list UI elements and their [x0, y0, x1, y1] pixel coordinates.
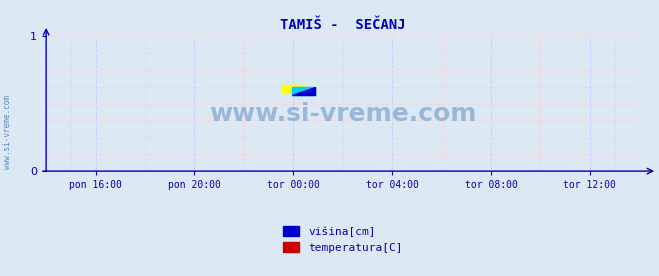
Text: www.si-vreme.com: www.si-vreme.com — [3, 95, 13, 169]
Polygon shape — [293, 87, 315, 95]
Title: TAMIŠ -  SEČANJ: TAMIŠ - SEČANJ — [280, 18, 405, 32]
Legend: višina[cm], temperatura[C]: višina[cm], temperatura[C] — [278, 222, 407, 258]
Bar — [293, 87, 315, 95]
Bar — [283, 85, 305, 93]
Text: www.si-vreme.com: www.si-vreme.com — [209, 102, 476, 126]
